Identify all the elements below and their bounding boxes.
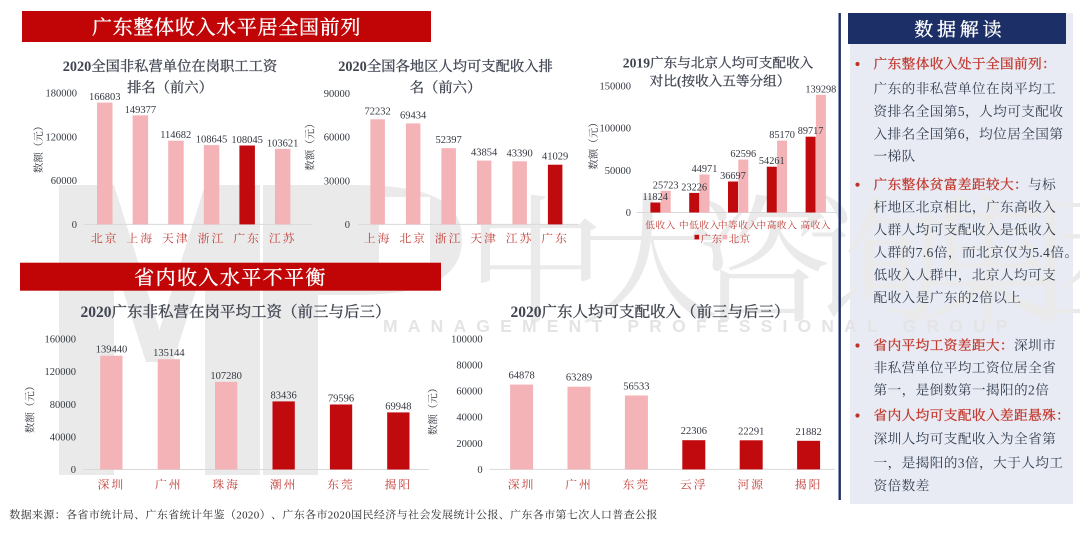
svg-text:22306: 22306: [681, 426, 707, 437]
svg-text:30000: 30000: [324, 176, 350, 187]
svg-text:20000: 20000: [456, 439, 482, 450]
svg-text:11824: 11824: [643, 192, 668, 203]
svg-text:63289: 63289: [566, 373, 592, 384]
svg-text:21882: 21882: [796, 427, 822, 438]
svg-text:108645: 108645: [196, 135, 228, 146]
svg-text:0: 0: [477, 465, 482, 476]
svg-text:5: 5: [958, 104, 965, 119]
svg-text:MANAGEMENT PROFESSIONAL GROU: MANAGEMENT PROFESSIONAL GROUP: [383, 316, 1018, 336]
svg-text:2020: 2020: [81, 304, 112, 321]
svg-text:0: 0: [71, 465, 76, 476]
svg-text:69948: 69948: [385, 401, 411, 412]
svg-text:160000: 160000: [45, 335, 77, 346]
svg-text:2: 2: [1028, 383, 1035, 398]
svg-text:100000: 100000: [451, 334, 483, 345]
svg-text:139440: 139440: [96, 345, 128, 356]
svg-text:7.6: 7.6: [916, 245, 934, 260]
svg-text:72232: 72232: [365, 106, 391, 117]
svg-text:2020: 2020: [511, 304, 542, 321]
svg-text:120000: 120000: [45, 367, 77, 378]
svg-text:90000: 90000: [324, 89, 350, 100]
svg-text:22291: 22291: [738, 426, 764, 437]
svg-text:150000: 150000: [600, 81, 632, 92]
svg-text:3: 3: [958, 456, 965, 471]
svg-text:139298: 139298: [805, 84, 836, 95]
svg-text:0: 0: [72, 220, 77, 231]
svg-text:6: 6: [958, 127, 965, 142]
svg-text:5.4: 5.4: [1032, 245, 1050, 260]
svg-text:135144: 135144: [153, 348, 185, 359]
svg-text:54261: 54261: [759, 156, 785, 167]
svg-text:114682: 114682: [160, 130, 191, 141]
svg-text:2020: 2020: [338, 59, 367, 75]
svg-text:2020: 2020: [328, 510, 351, 522]
svg-text:83436: 83436: [271, 390, 297, 401]
svg-text:166803: 166803: [89, 92, 121, 103]
svg-text:69434: 69434: [400, 110, 427, 121]
svg-text:85170: 85170: [769, 130, 795, 141]
svg-text:2020: 2020: [63, 59, 92, 75]
svg-text:149377: 149377: [125, 105, 157, 116]
svg-text:(: (: [677, 74, 682, 90]
svg-text:25723: 25723: [653, 180, 679, 191]
svg-text:0: 0: [345, 220, 350, 231]
svg-text:40000: 40000: [456, 413, 482, 424]
svg-text:60000: 60000: [456, 387, 482, 398]
svg-text:89717: 89717: [798, 126, 824, 137]
svg-text:0: 0: [626, 208, 631, 219]
svg-text:80000: 80000: [50, 400, 76, 411]
svg-text:120000: 120000: [46, 132, 78, 143]
svg-text:43390: 43390: [507, 148, 533, 159]
svg-text:100000: 100000: [600, 124, 632, 135]
svg-text:2020: 2020: [236, 510, 259, 522]
svg-text:23226: 23226: [681, 182, 707, 193]
svg-text:79596: 79596: [328, 394, 354, 405]
svg-text:108045: 108045: [231, 135, 263, 146]
svg-text:36697: 36697: [720, 171, 746, 182]
svg-text:60000: 60000: [51, 176, 77, 187]
svg-text:2: 2: [972, 290, 979, 305]
svg-text:41029: 41029: [542, 152, 568, 163]
svg-text:64878: 64878: [509, 371, 535, 382]
svg-text:80000: 80000: [456, 360, 482, 371]
svg-text:62596: 62596: [730, 149, 756, 160]
svg-text:60000: 60000: [324, 133, 350, 144]
svg-text:56533: 56533: [623, 382, 649, 393]
svg-text:103621: 103621: [267, 138, 299, 149]
svg-text:2019: 2019: [623, 56, 650, 71]
svg-text:40000: 40000: [50, 433, 76, 444]
svg-text:50000: 50000: [605, 166, 631, 177]
svg-text:180000: 180000: [46, 89, 78, 100]
svg-text:44971: 44971: [692, 164, 718, 175]
svg-text:43854: 43854: [471, 148, 498, 159]
svg-text:107280: 107280: [210, 371, 242, 382]
svg-text:52397: 52397: [436, 135, 462, 146]
